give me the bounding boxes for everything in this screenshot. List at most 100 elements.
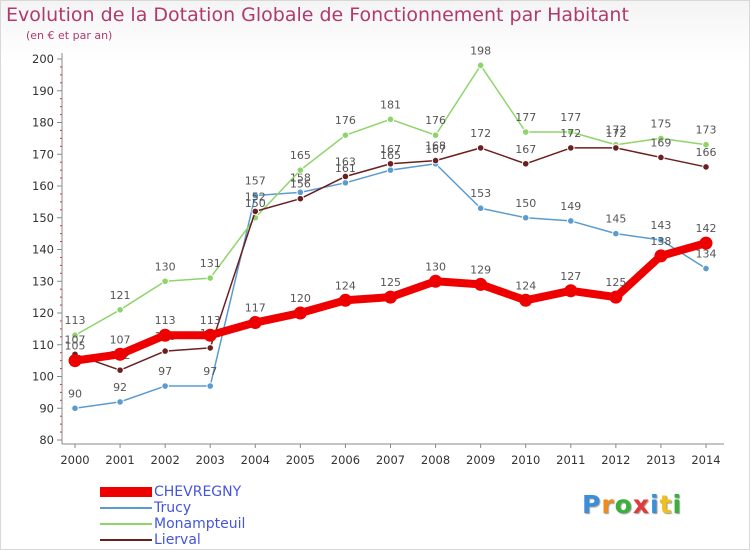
data-label-chevregny: 120 xyxy=(290,292,311,305)
data-point-chevregny xyxy=(384,290,397,304)
data-label-monampteuil: 165 xyxy=(290,149,311,162)
data-point-monampteuil xyxy=(566,128,575,136)
data-label-lierval: 172 xyxy=(560,127,581,140)
logo-letter: i xyxy=(650,490,660,519)
data-label-monampteuil: 177 xyxy=(515,111,536,124)
data-label-chevregny: 105 xyxy=(65,340,86,353)
data-label-monampteuil: 177 xyxy=(560,111,581,124)
data-label-chevregny: 138 xyxy=(650,235,671,248)
y-tick-label: 100 xyxy=(32,370,54,384)
data-point-lierval xyxy=(657,153,665,162)
data-point-trucy xyxy=(476,204,485,213)
data-point-chevregny xyxy=(474,277,488,291)
data-point-lierval xyxy=(296,194,305,203)
legend-swatch xyxy=(100,507,152,509)
data-label-trucy: 161 xyxy=(335,162,356,175)
data-point-monampteuil xyxy=(386,115,395,124)
data-point-chevregny xyxy=(654,249,668,263)
data-point-trucy xyxy=(341,179,350,187)
data-point-trucy xyxy=(161,382,169,390)
data-label-trucy: 153 xyxy=(470,187,491,200)
data-point-trucy xyxy=(71,404,79,413)
y-tick-label: 90 xyxy=(39,401,54,415)
x-tick-label: 2001 xyxy=(105,453,134,467)
y-tick-label: 120 xyxy=(32,306,54,320)
y-tick-label: 150 xyxy=(32,211,54,225)
legend-label: Monampteuil xyxy=(154,516,246,532)
legend-label: Lierval xyxy=(154,532,201,548)
chart-title: Evolution de la Dotation Globale de Fonc… xyxy=(6,4,629,26)
data-point-monampteuil xyxy=(341,131,350,139)
data-label-lierval: 167 xyxy=(380,143,401,156)
data-label-monampteuil: 113 xyxy=(65,314,86,327)
data-label-lierval: 167 xyxy=(515,143,536,156)
data-point-lierval xyxy=(206,344,215,352)
data-point-lierval xyxy=(612,144,620,152)
data-point-monampteuil xyxy=(476,61,485,70)
data-point-chevregny xyxy=(113,347,127,361)
data-point-chevregny xyxy=(293,306,307,320)
x-tick-label: 2004 xyxy=(241,453,270,467)
data-point-trucy xyxy=(566,217,575,225)
data-point-lierval xyxy=(116,366,124,374)
data-point-chevregny xyxy=(699,236,713,250)
data-point-trucy xyxy=(116,398,124,406)
data-label-monampteuil: 131 xyxy=(200,257,221,270)
data-label-lierval: 169 xyxy=(650,136,671,149)
data-label-monampteuil: 198 xyxy=(470,44,491,57)
data-point-trucy xyxy=(612,229,620,238)
y-tick-label: 130 xyxy=(32,274,54,288)
data-label-monampteuil: 175 xyxy=(650,117,671,130)
logo-letter: P xyxy=(582,490,602,519)
data-point-lierval xyxy=(386,159,395,168)
data-label-monampteuil: 176 xyxy=(425,114,446,127)
data-point-monampteuil xyxy=(71,331,79,340)
data-point-trucy xyxy=(206,382,215,390)
data-point-chevregny xyxy=(519,293,533,307)
data-label-chevregny: 107 xyxy=(110,333,131,346)
x-tick-label: 2002 xyxy=(151,453,180,467)
data-point-chevregny xyxy=(68,354,82,368)
x-tick-label: 2003 xyxy=(196,453,225,467)
data-label-trucy: 97 xyxy=(158,365,172,378)
data-label-chevregny: 124 xyxy=(515,279,536,292)
data-label-chevregny: 125 xyxy=(380,276,401,289)
data-point-chevregny xyxy=(248,316,262,330)
data-label-trucy: 90 xyxy=(68,387,82,400)
x-tick-label: 2012 xyxy=(601,453,630,467)
data-point-lierval xyxy=(251,207,260,216)
data-point-monampteuil xyxy=(521,128,530,136)
x-tick-label: 2009 xyxy=(466,453,495,467)
data-label-trucy: 143 xyxy=(650,219,671,232)
data-point-trucy xyxy=(251,191,260,200)
x-tick-label: 2007 xyxy=(376,453,405,467)
data-label-trucy: 97 xyxy=(203,365,217,378)
data-point-monampteuil xyxy=(702,140,710,149)
x-tick-label: 2005 xyxy=(286,453,315,467)
data-label-monampteuil: 121 xyxy=(110,289,131,302)
data-point-trucy xyxy=(386,166,395,174)
y-tick-label: 160 xyxy=(32,179,54,193)
data-label-lierval: 107 xyxy=(65,333,86,346)
data-label-trucy: 134 xyxy=(696,248,717,261)
logo-letter: x xyxy=(632,490,650,519)
data-label-chevregny: 142 xyxy=(696,222,717,235)
legend-label: CHEVREGNY xyxy=(154,484,242,500)
x-tick-label: 2008 xyxy=(421,453,450,467)
logo-letter: o xyxy=(614,490,633,519)
data-label-chevregny: 127 xyxy=(560,270,581,283)
y-tick-label: 200 xyxy=(32,52,54,66)
data-point-monampteuil xyxy=(116,306,124,314)
data-label-trucy: 149 xyxy=(560,200,581,213)
data-label-monampteuil: 176 xyxy=(335,114,356,127)
data-label-monampteuil: 130 xyxy=(155,260,176,273)
data-label-trucy: 165 xyxy=(380,149,401,162)
logo-letter: t xyxy=(659,490,673,519)
data-point-lierval xyxy=(431,156,440,165)
data-label-chevregny: 130 xyxy=(425,260,446,273)
data-point-monampteuil xyxy=(296,166,305,174)
data-label-monampteuil: 150 xyxy=(245,197,266,210)
legend-swatch xyxy=(100,539,152,541)
data-point-lierval xyxy=(476,144,485,152)
